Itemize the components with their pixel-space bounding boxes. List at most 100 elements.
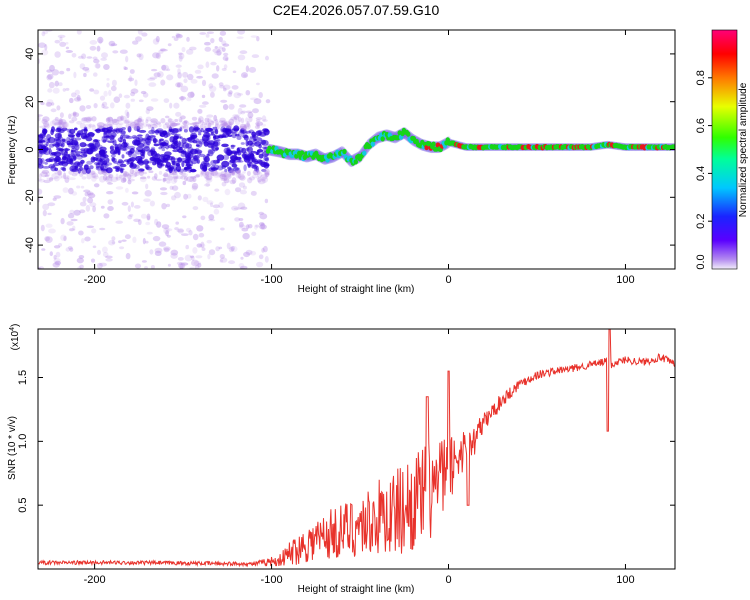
spectrum-noise-dot [183,78,188,84]
spectrum-noise-dot [51,173,60,180]
spectrum-noise-dot [59,119,67,125]
spectrum-noise-dot [240,127,245,133]
spectrum-noise-dot [260,222,266,230]
spectrum-noise-dot [112,119,120,125]
spectrum-noise-dot [93,175,100,180]
spectrum-noise-dot [239,175,246,181]
spectrum-noise-dot [239,189,247,195]
spectrum-noise-dot [242,134,249,139]
spectrum-noise-dot [115,220,123,224]
spectrum-noise-dot [43,148,51,156]
spectrum-noise-dot [190,176,197,179]
spectrum-noise-dot [171,35,176,39]
spectrum-noise-dot [179,136,183,140]
spectrum-noise-dot [203,126,207,129]
spectrum-noise-dot [59,112,64,118]
spectrum-noise-dot [257,177,262,183]
spectrum-noise-dot [71,168,79,172]
spectrum-noise-dot [134,79,138,86]
spectrum-noise-dot [91,173,99,178]
spectrum-noise-dot [264,172,271,176]
spectrum-noise-dot [163,247,170,253]
spectrum-noise-dot [41,128,48,135]
spectrum-noise-dot [178,116,183,123]
spectrum-noise-dot [206,239,212,244]
spectrum-noise-dot [196,140,203,148]
spectrum-noise-dot [108,89,112,96]
spectrum-noise-dot [214,122,219,128]
spectrum-noise-dot [99,175,106,183]
spectrum-noise-dot [86,160,93,165]
spectrum-noise-dot [121,154,125,159]
spectrum-noise-dot [161,224,170,230]
spectrum-noise-dot [204,46,212,52]
spectrum-noise-dot [186,97,192,102]
spectrum-noise-dot [175,165,181,172]
ridge-point [370,141,375,147]
spectrum-noise-dot [53,254,57,260]
spectrum-noise-dot [155,178,163,182]
spectrum-noise-dot [210,38,215,44]
spectrum-noise-dot [214,51,222,56]
spectrum-noise-dot [120,177,127,183]
ridge-point [294,153,299,159]
spectrum-noise-dot [127,173,132,180]
spectrum-noise-dot [133,164,140,170]
spectrum-noise-dot [72,112,80,118]
spectrum-noise-dot [111,132,117,138]
spectrum-noise-dot [255,119,261,122]
spectrum-noise-dot [172,138,178,145]
spectrum-noise-dot [208,120,214,125]
spectrum-noise-dot [234,156,242,161]
spectrum-noise-dot [231,172,236,176]
spectrum-noise-dot [50,152,58,155]
spectrum-noise-dot [81,117,88,122]
spectrum-noise-dot [86,191,92,196]
spectrum-noise-dot [38,147,46,153]
spectrum-noise-dot [257,129,263,136]
spectrum-noise-dot [221,160,230,168]
spectrum-noise-dot [146,160,153,164]
spectrum-noise-dot [42,203,50,211]
spectrum-noise-dot [263,245,268,253]
spectrum-noise-dot [252,141,257,145]
spectrum-noise-dot [230,144,236,148]
colorbar-tick-label: 0.2 [695,214,707,229]
spectrogram-xlabel: Height of straight line (km) [298,284,415,295]
spectrum-noise-dot [239,123,246,128]
spectrum-noise-dot [203,173,210,179]
spectrum-noise-dot [149,76,158,80]
spectrum-noise-dot [83,116,92,122]
spectrum-noise-dot [102,127,107,131]
spectrum-noise-dot [93,139,99,143]
spectrum-noise-dot [232,166,239,172]
y-tick-label: -20 [24,189,36,205]
spectrum-noise-dot [237,202,246,210]
spectrum-noise-dot [165,203,171,208]
spectrum-noise-dot [86,56,93,59]
spectrum-noise-dot [122,170,128,177]
y-tick-label: 20 [24,96,36,108]
spectrum-noise-dot [238,224,247,230]
spectrum-noise-dot [182,180,187,186]
spectrum-noise-dot [261,115,267,122]
spectrum-noise-dot [94,139,101,142]
spectrum-noise-dot [134,172,138,178]
spectrum-noise-dot [79,122,86,129]
spectrum-noise-dot [218,201,224,209]
spectrum-noise-dot [63,172,67,180]
spectrum-noise-dot [127,145,136,150]
spectrum-noise-dot [119,246,125,250]
spectrum-noise-dot [257,179,266,185]
spectrum-noise-dot [135,36,142,42]
spectrum-noise-dot [105,138,109,142]
spectrum-noise-dot [59,70,65,75]
spectrum-noise-dot [136,122,144,127]
ridge-point [380,136,385,142]
spectrum-noise-dot [43,121,50,128]
x-tick-label: 0 [445,274,451,286]
spectrum-noise-dot [93,89,100,95]
spectrum-noise-dot [225,57,229,62]
spectrum-noise-dot [224,168,228,173]
